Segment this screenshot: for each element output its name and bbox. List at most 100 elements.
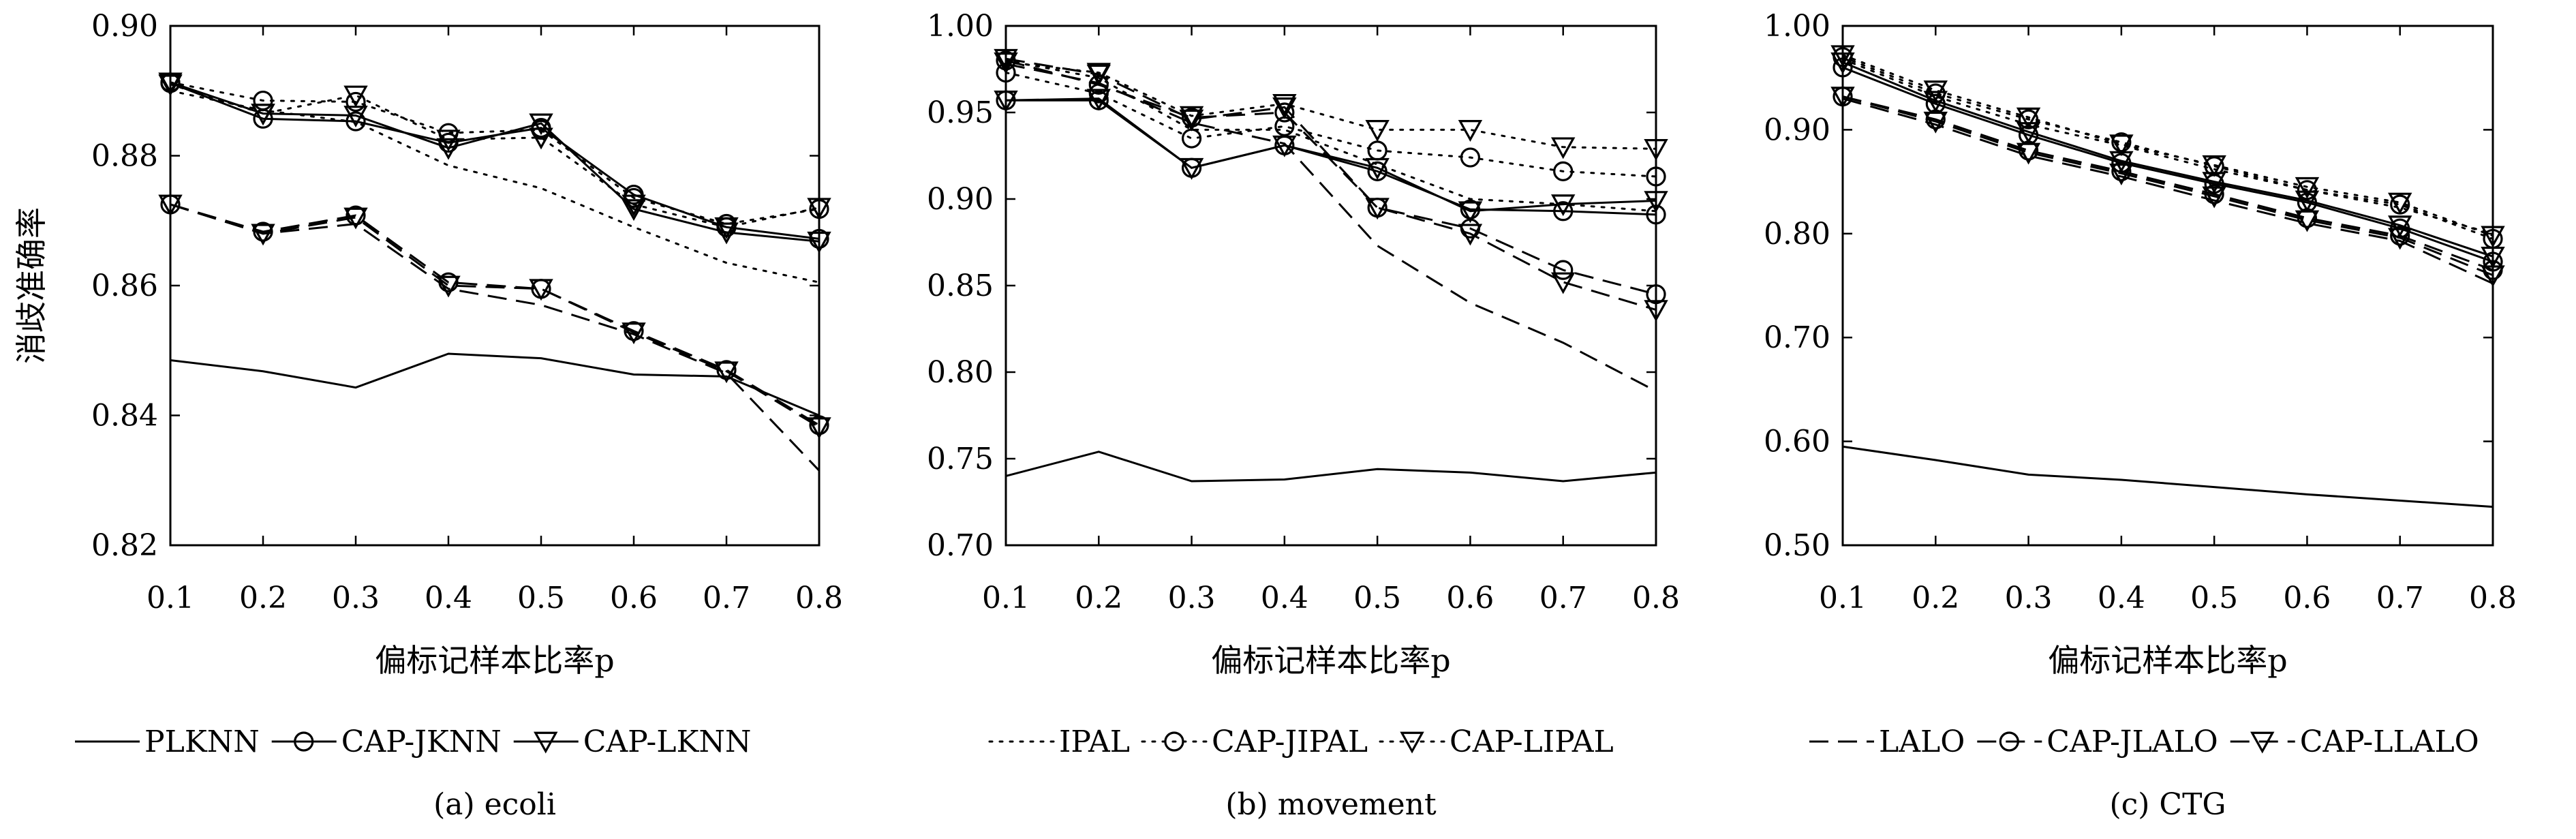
data-point-marker	[1274, 102, 1295, 123]
series-line-cap-llalo	[170, 203, 820, 428]
legend-marker	[1164, 731, 1184, 752]
data-point-marker	[1646, 204, 1666, 225]
x-tick-label: 0.7	[703, 581, 750, 615]
series-line-cap-llalo	[1842, 95, 2494, 277]
y-tick-label: 0.70	[1764, 320, 1830, 355]
series-lalo	[170, 203, 821, 472]
data-point-marker	[343, 207, 368, 230]
data-point-marker	[2109, 164, 2134, 185]
y-tick-label: 0.90	[927, 182, 994, 217]
chart-panel-3: 0.50 0.60 0.70 0.80 0.90 1.00 0.1 0.2 0.3 0.4 0.5 0…	[1764, 9, 2517, 822]
series-cap-llalo	[994, 48, 1668, 322]
y-tick-label: 0.80	[927, 355, 994, 390]
x-tick-label: 0.3	[2005, 581, 2053, 615]
x-tick-label: 0.5	[2190, 581, 2238, 615]
data-point-marker	[2387, 228, 2412, 250]
data-point-marker	[714, 361, 739, 384]
y-tick-label: 0.90	[1764, 112, 1830, 147]
data-point-marker	[1644, 191, 1668, 213]
legend-label: CAP-JLALO	[2046, 724, 2218, 759]
y-tick-label: 1.00	[927, 9, 994, 44]
legend-marker	[2250, 731, 2275, 754]
data-point-marker	[1553, 161, 1574, 181]
legend-3: LALO CAP-JLALO CAP-LLALO	[1809, 724, 2479, 759]
data-point-marker	[2387, 215, 2412, 238]
data-point-marker	[2016, 107, 2041, 129]
legend-label: LALO	[1879, 724, 1965, 759]
y-tick-label: 0.90	[91, 9, 158, 44]
data-point-marker	[2390, 226, 2410, 246]
x-axis-label: 偏标记样本比率p	[2048, 642, 2287, 679]
data-point-marker	[2111, 161, 2132, 181]
y-tick-label: 0.70	[927, 528, 994, 563]
series-line-cap-lipal	[1005, 61, 1657, 150]
data-point-marker	[1458, 120, 1483, 142]
data-point-marker	[2297, 180, 2318, 200]
x-tick-label: 0.4	[425, 581, 472, 615]
y-tick-label: 0.85	[927, 269, 994, 303]
series-ipal	[1005, 59, 1657, 213]
data-point-marker	[996, 62, 1016, 83]
data-point-marker	[622, 194, 646, 217]
x-tick-label: 0.2	[239, 581, 287, 615]
data-point-marker	[2109, 134, 2134, 157]
data-point-marker	[1550, 137, 1576, 159]
data-point-marker	[1272, 135, 1297, 157]
data-point-marker	[251, 104, 275, 126]
data-point-marker	[1550, 194, 1576, 217]
data-point-marker	[1460, 147, 1481, 168]
y-axis-label: 消歧准确率	[13, 207, 50, 364]
data-point-marker	[1272, 97, 1297, 119]
data-point-marker	[994, 48, 1018, 71]
y-tick-label: 0.84	[91, 399, 158, 433]
data-point-marker	[1086, 89, 1111, 111]
data-point-marker	[2387, 192, 2412, 215]
series-line-lalo	[1842, 97, 2494, 285]
data-point-marker	[2295, 177, 2320, 199]
x-tick-label: 0.2	[1912, 581, 1959, 615]
legend-1: PLKNN CAP-JKNN CAP-LKNN	[75, 724, 751, 759]
data-point-marker	[1088, 74, 1109, 95]
data-point-marker	[807, 198, 831, 220]
y-tick-label: 0.86	[91, 269, 158, 303]
series-plknn	[1842, 445, 2494, 508]
y-tick-label: 0.80	[1764, 217, 1830, 251]
legend-label: CAP-JIPAL	[1212, 724, 1368, 759]
data-point-marker	[436, 275, 461, 298]
y-tick-label: 0.82	[91, 528, 158, 563]
series-cap-jipal	[1833, 47, 2503, 249]
series-line-plknn	[1842, 445, 2494, 508]
data-point-marker	[1365, 120, 1390, 142]
data-point-marker	[529, 127, 553, 150]
series-ipal	[169, 89, 821, 284]
data-point-marker	[346, 205, 366, 226]
y-tick-label: 0.60	[1764, 425, 1830, 459]
data-point-marker	[1179, 157, 1204, 180]
y-tick-label: 0.88	[91, 139, 158, 174]
legend-marker	[534, 731, 558, 754]
data-point-marker	[1830, 45, 1855, 67]
data-point-marker	[1923, 111, 1948, 134]
chart-panel-1: 0.82 0.84 0.86 0.88 0.90 0.1 0.2 0.3 0.4 0.5 0.6 0.…	[13, 9, 843, 822]
data-point-marker	[1365, 198, 1390, 220]
x-tick-label: 0.7	[1539, 581, 1587, 615]
series-line-ipal	[169, 89, 821, 284]
x-tick-label: 0.4	[1261, 581, 1308, 615]
x-tick-label: 0.4	[2098, 581, 2145, 615]
data-point-marker	[622, 199, 646, 222]
data-point-marker	[1179, 109, 1204, 132]
series-cap-llalo	[158, 194, 831, 440]
legend-label: CAP-LLALO	[2300, 724, 2479, 759]
x-tick-label: 0.6	[1446, 581, 1494, 615]
data-point-marker	[714, 217, 739, 239]
data-point-marker	[1086, 64, 1111, 87]
legend-label: IPAL	[1059, 724, 1130, 759]
data-point-marker	[160, 72, 181, 93]
data-point-marker	[158, 194, 183, 217]
x-tick-label: 0.3	[332, 581, 380, 615]
series-lalo	[1842, 97, 2494, 285]
y-tick-label: 0.75	[927, 442, 994, 476]
legend-marker	[294, 731, 314, 752]
data-point-marker	[2483, 228, 2503, 249]
